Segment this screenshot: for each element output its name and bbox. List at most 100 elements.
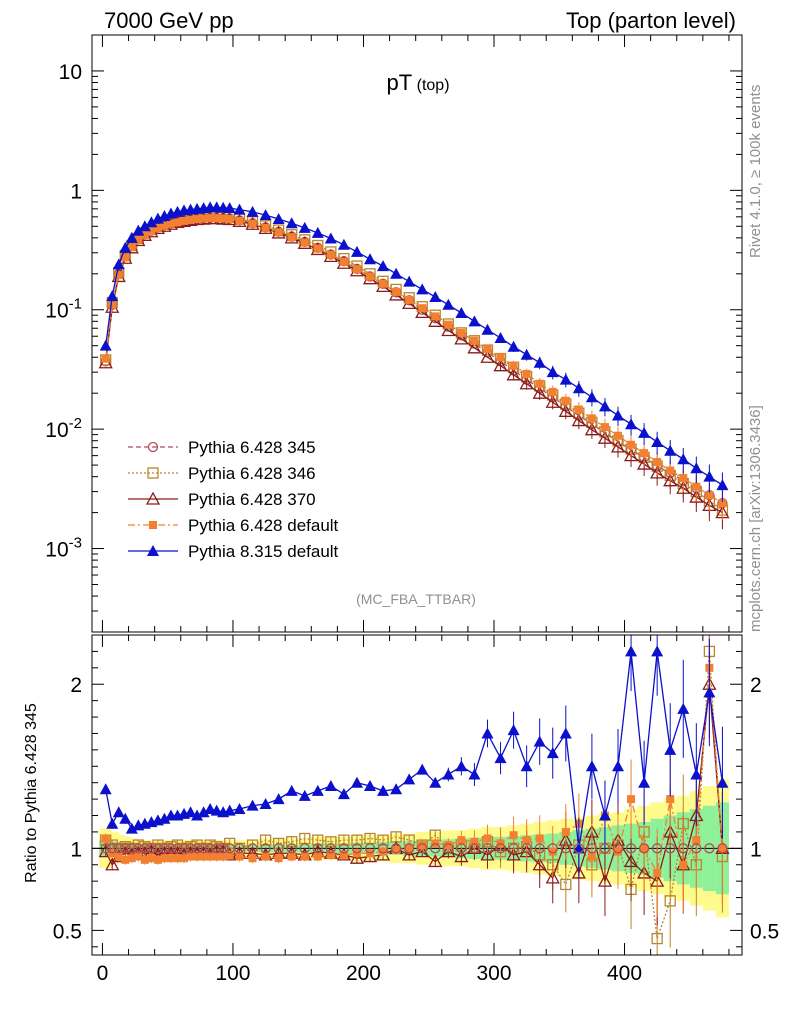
ratio-point: [405, 844, 414, 853]
ratio-point: [691, 843, 702, 854]
ratio-point: [351, 843, 363, 854]
ratio-point: [274, 854, 283, 863]
ratio-series-pythia-6-428-default: [101, 635, 727, 918]
data-point: [468, 315, 481, 327]
ratio-point: [678, 843, 689, 854]
data-point: [339, 257, 348, 266]
ratio-point: [113, 843, 124, 854]
data-point: [261, 223, 270, 232]
ratio-point: [311, 784, 324, 796]
ratio-point: [146, 843, 157, 854]
ratio-point: [233, 802, 246, 814]
data-point: [468, 335, 481, 347]
data-point: [483, 344, 492, 353]
ratio-point: [679, 860, 688, 869]
ratio-point: [152, 843, 164, 854]
y-tick-label: 10-1: [45, 296, 82, 323]
ratio-point: [652, 843, 663, 854]
ratio-point: [506, 847, 521, 861]
ratio-point: [704, 843, 715, 854]
data-point: [405, 295, 414, 304]
data-point: [457, 328, 466, 337]
ratio-point: [193, 852, 202, 861]
ratio-point: [572, 842, 585, 854]
ratio-y-tick-label-right: 2: [750, 674, 762, 697]
ratio-point: [430, 843, 441, 854]
data-point: [454, 331, 469, 345]
ratio-point: [480, 847, 495, 861]
ratio-point: [364, 843, 376, 854]
data-point: [166, 219, 175, 228]
ratio-point: [234, 843, 245, 854]
legend-label: Pythia 6.428 370: [188, 490, 316, 509]
data-point: [481, 323, 494, 335]
data-point: [506, 367, 521, 381]
ratio-point: [198, 843, 209, 854]
ratio-point: [287, 852, 296, 861]
x-tick-label: 200: [346, 962, 381, 985]
data-point: [199, 214, 208, 223]
ratio-point: [153, 855, 162, 864]
ratio-point: [416, 763, 429, 775]
data-point: [509, 361, 518, 370]
ratio-point: [185, 843, 196, 854]
data-point: [287, 233, 296, 242]
ratio-point: [703, 686, 716, 698]
ratio-point: [120, 843, 131, 854]
ratio-point: [454, 849, 469, 863]
data-point: [442, 298, 455, 310]
data-point: [186, 215, 195, 224]
y-tick-label: 10: [59, 61, 82, 84]
analysis-label: (MC_FBA_TTBAR): [356, 591, 476, 607]
ratio-y-tick-label: 0.5: [53, 920, 82, 943]
data-point: [666, 466, 675, 475]
legend-entry: Pythia 6.428 346: [128, 464, 316, 483]
data-point: [480, 349, 495, 363]
data-point: [311, 226, 324, 238]
ratio-point: [285, 784, 298, 796]
ratio-point: [535, 834, 544, 843]
data-point: [663, 473, 678, 487]
data-point: [638, 426, 651, 438]
ratio-point: [212, 852, 221, 861]
ratio-point: [677, 702, 690, 714]
data-point: [455, 327, 468, 339]
legend-entry: Pythia 6.428 370: [128, 490, 316, 509]
data-point: [418, 304, 427, 313]
data-point: [138, 220, 151, 232]
x-tick-label: 300: [476, 962, 511, 985]
ratio-line: [105, 667, 724, 875]
ratio-point: [560, 843, 571, 854]
data-point: [206, 214, 215, 223]
ratio-point: [160, 854, 169, 863]
ratio-point: [599, 843, 611, 854]
ratio-point: [350, 776, 363, 788]
data-point: [558, 403, 573, 417]
data-point: [99, 339, 112, 351]
ratio-point: [299, 843, 310, 854]
data-point: [664, 444, 677, 456]
legend-marker: [147, 545, 159, 556]
ratio-point: [119, 812, 132, 824]
data-point: [112, 258, 125, 270]
ratio-point: [338, 843, 350, 854]
ratio-point: [364, 779, 377, 791]
ratio-point: [521, 843, 532, 854]
data-point: [676, 480, 691, 494]
ratio-point: [259, 834, 272, 846]
ratio-point: [718, 844, 727, 853]
ratio-point: [651, 645, 664, 657]
ratio-point: [204, 843, 216, 854]
data-point: [507, 340, 520, 352]
data-point: [597, 430, 613, 444]
data-point: [337, 238, 350, 250]
ratio-point: [140, 855, 149, 864]
legend-entry: Pythia 6.428 default: [128, 516, 339, 535]
data-point: [535, 379, 544, 388]
ratio-point: [139, 843, 151, 854]
ratio-point: [178, 843, 190, 854]
data-point: [106, 290, 119, 302]
ratio-point: [339, 850, 348, 859]
ratio-point: [379, 847, 388, 856]
ratio-point: [481, 727, 494, 739]
